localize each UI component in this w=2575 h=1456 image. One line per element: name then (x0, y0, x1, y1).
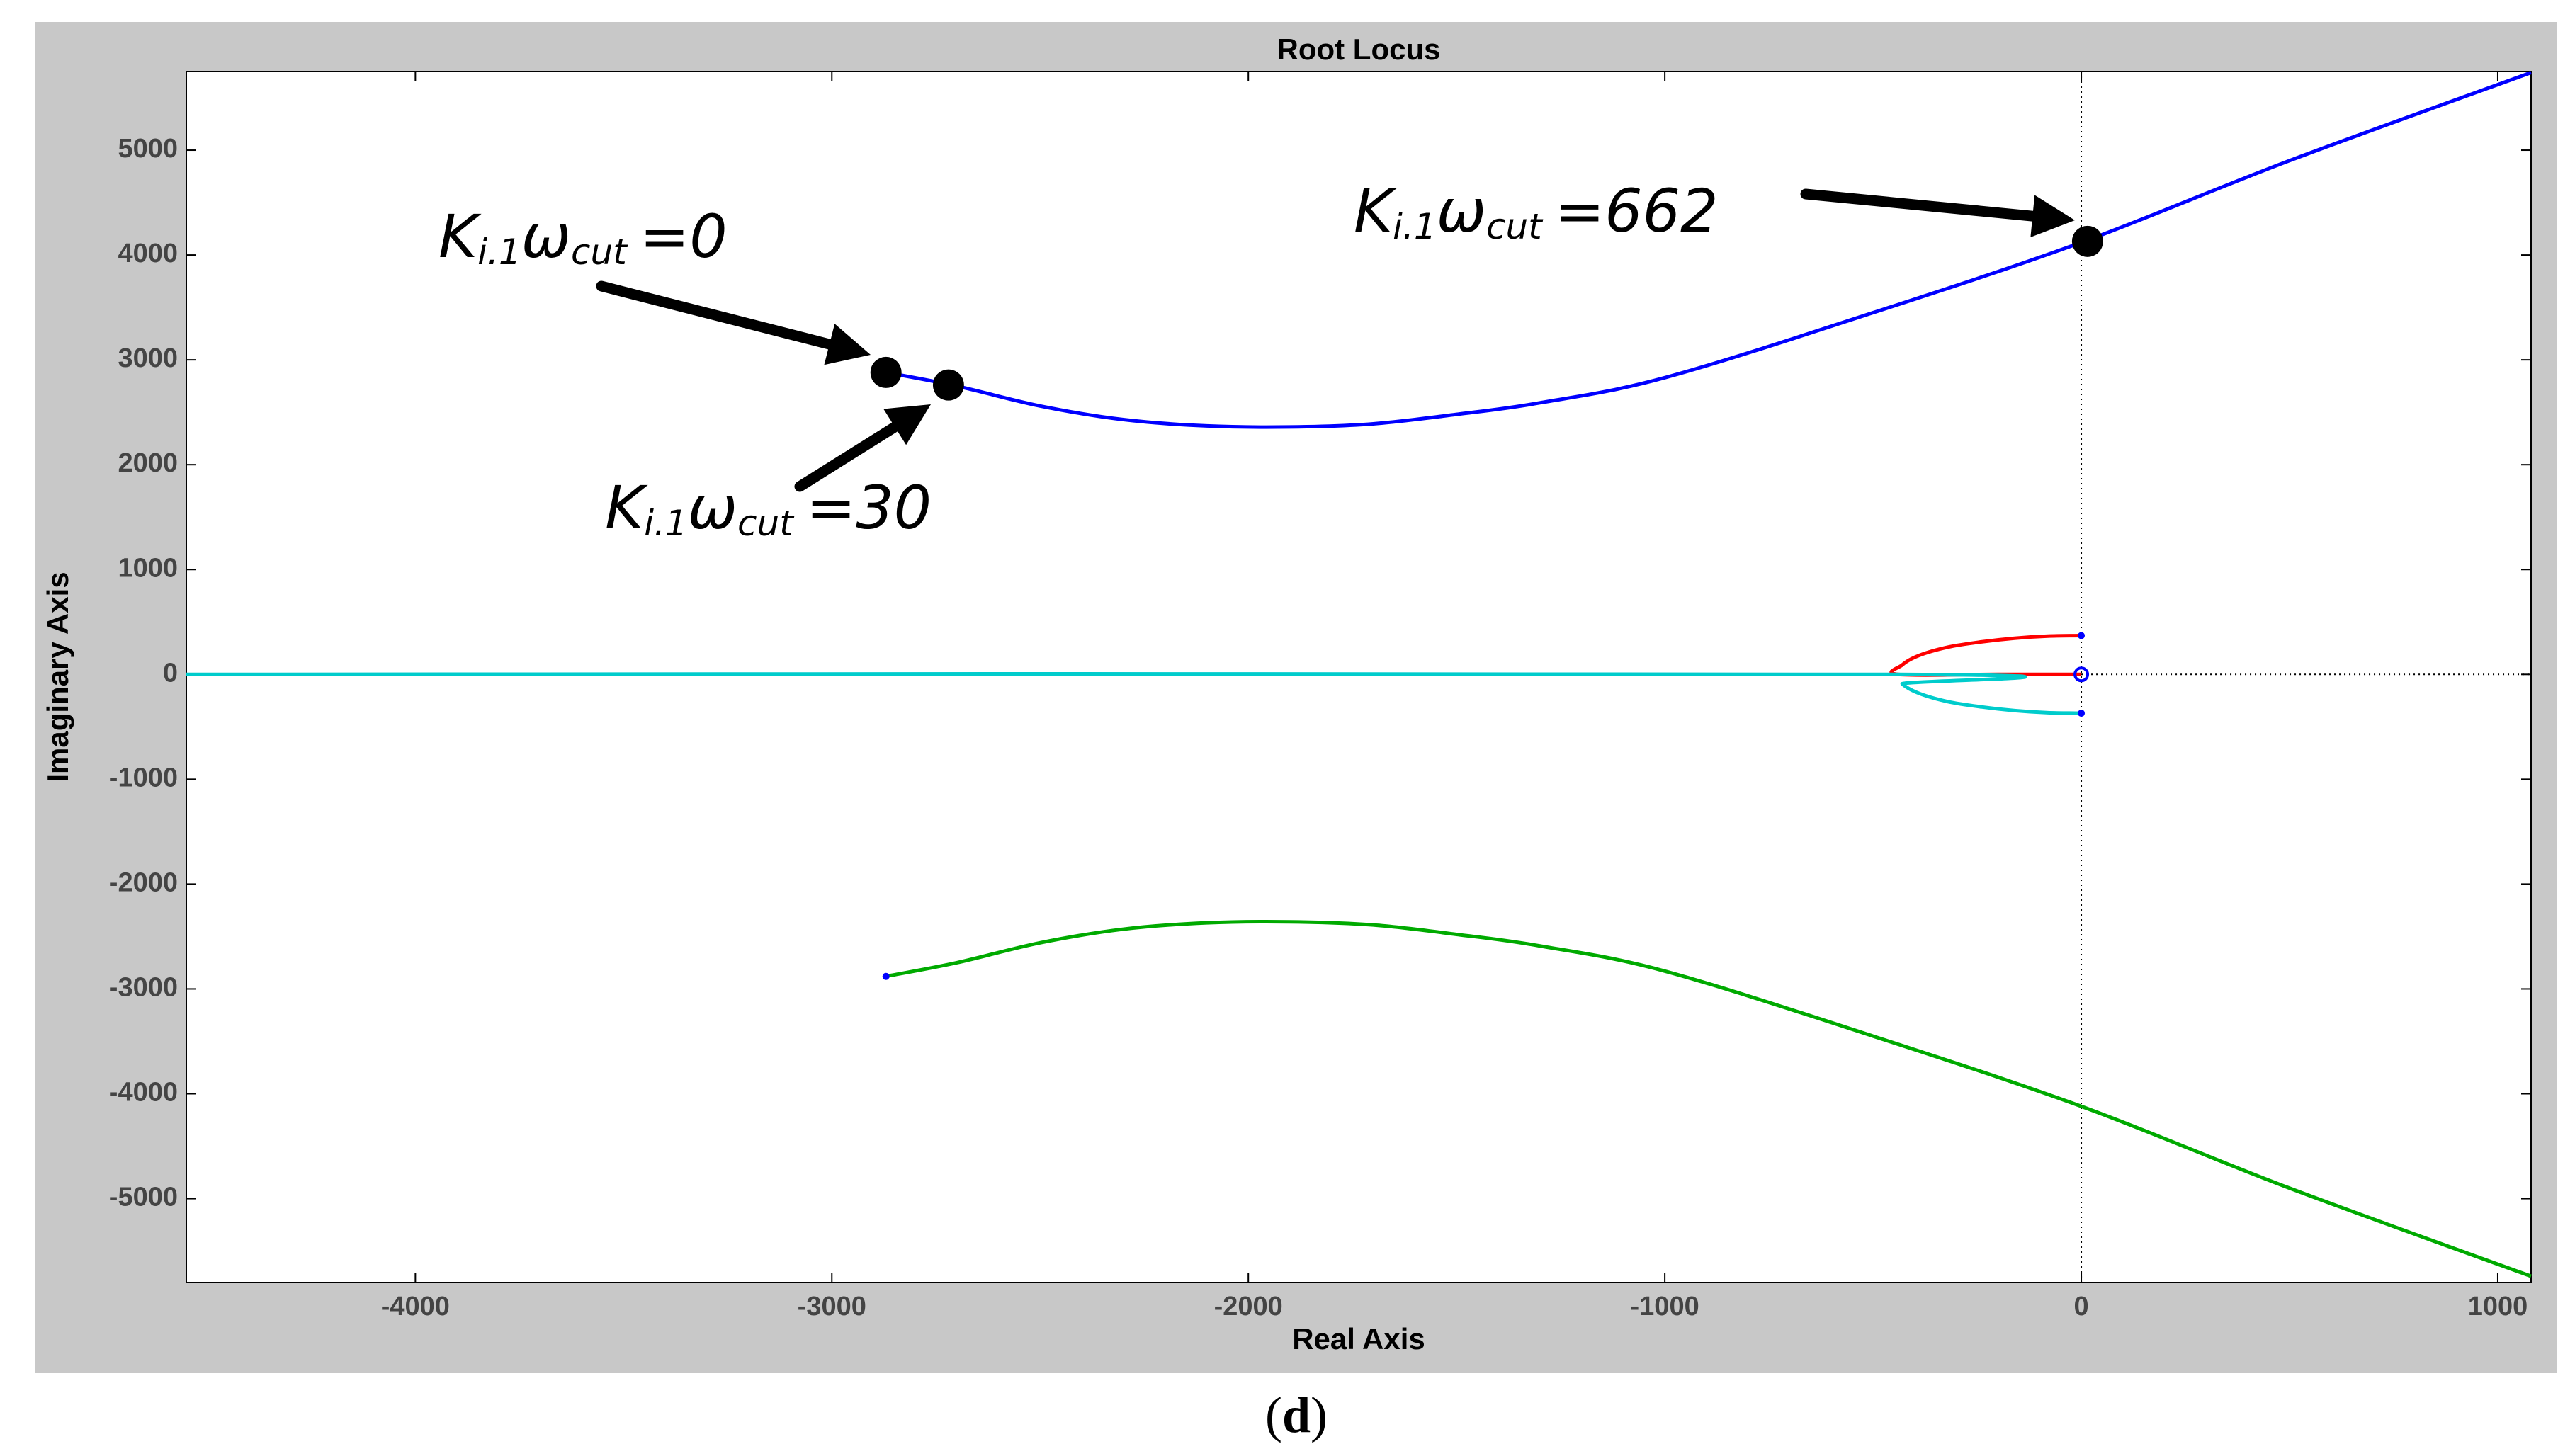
axis-ticks: -4000 -3000 -2000 -1000 0 1000 -5000 -4000 -3000… (109, 72, 2531, 1321)
plot-area (186, 71, 2532, 1283)
locus-branch (885, 919, 2532, 1278)
gain-marker (2071, 225, 2103, 257)
annotation-omega: ω (688, 473, 737, 542)
y-tick-label: 4000 (118, 239, 178, 268)
open-loop-zero (2073, 666, 2090, 683)
locus-branches (186, 71, 2532, 1278)
zero-guides (2081, 72, 2531, 1282)
annotation-value: =0 (640, 202, 728, 271)
open-loop-pole (2078, 632, 2086, 639)
x-axis-label: Real Axis (1292, 1322, 1425, 1355)
open-loop-pole (882, 972, 890, 980)
svg-text:(d): (d) (1265, 1387, 1328, 1443)
annotation-symbol: K (605, 473, 648, 542)
locus-branch (885, 71, 2532, 429)
annotation-arrow-shaft (1800, 188, 2038, 222)
annotation-arrow-head (2030, 195, 2075, 238)
annotation-omega: ω (1437, 176, 1486, 246)
annotation-label: Ki.1ωcut =30 (605, 473, 932, 544)
annotation-label: Ki.1ωcut =0 (438, 202, 728, 273)
annotation-omega-subscript: cut (737, 503, 795, 544)
locus-branch (186, 671, 2082, 715)
caption: (d) (1265, 1387, 1328, 1443)
annotation-arrow-shaft (794, 421, 900, 492)
annotation-omega: ω (521, 202, 571, 271)
y-tick-label: -1000 (109, 763, 178, 792)
annotation-label: Ki.1ωcut =662 (1354, 176, 1719, 247)
annotation-subscript: i.1 (477, 232, 521, 273)
y-tick-label: 0 (163, 658, 178, 688)
annotation-subscript: i.1 (644, 503, 688, 544)
x-tick-label: 0 (2073, 1292, 2088, 1321)
y-tick-label: -5000 (109, 1183, 178, 1212)
gain-markers (870, 225, 2103, 401)
chart-title: Root Locus (1277, 33, 1441, 66)
figure-frame: Root Locus Real Axis Imaginary Axis -400… (35, 22, 2557, 1373)
annotation-arrow-head (824, 324, 871, 365)
caption-close: ) (1311, 1387, 1328, 1443)
x-tick-label: -4000 (381, 1292, 450, 1321)
annotation-arrow-shaft (596, 280, 835, 350)
annotation-symbol: K (438, 202, 482, 271)
caption-open: ( (1265, 1387, 1282, 1443)
caption-letter: d (1282, 1387, 1311, 1443)
y-tick-label: -3000 (109, 972, 178, 1002)
x-tick-label: -3000 (798, 1292, 866, 1321)
y-axis-label: Imaginary Axis (41, 571, 74, 782)
y-tick-label: 5000 (118, 134, 178, 164)
annotation-value: =30 (806, 473, 932, 542)
annotation-value: =662 (1555, 176, 1719, 246)
y-tick-label: 2000 (118, 448, 178, 478)
x-tick-label: 1000 (2468, 1292, 2528, 1321)
y-tick-label: -4000 (109, 1078, 178, 1108)
gain-marker (870, 356, 902, 388)
x-tick-label: -2000 (1214, 1292, 1283, 1321)
open-loop-pole (2078, 710, 2086, 717)
gain-marker (932, 369, 964, 401)
x-tick-label: -1000 (1631, 1292, 1699, 1321)
y-tick-label: -2000 (109, 868, 178, 897)
annotation-subscript: i.1 (1393, 206, 1437, 247)
root-locus-chart: Root Locus Real Axis Imaginary Axis -400… (41, 33, 2532, 1355)
annotation-omega-subscript: cut (571, 232, 628, 273)
y-tick-label: 1000 (118, 553, 178, 583)
annotation-symbol: K (1354, 176, 1397, 246)
annotation-arrow-head (883, 404, 931, 445)
annotation-omega-subscript: cut (1486, 206, 1544, 247)
y-tick-label: 3000 (118, 343, 178, 373)
